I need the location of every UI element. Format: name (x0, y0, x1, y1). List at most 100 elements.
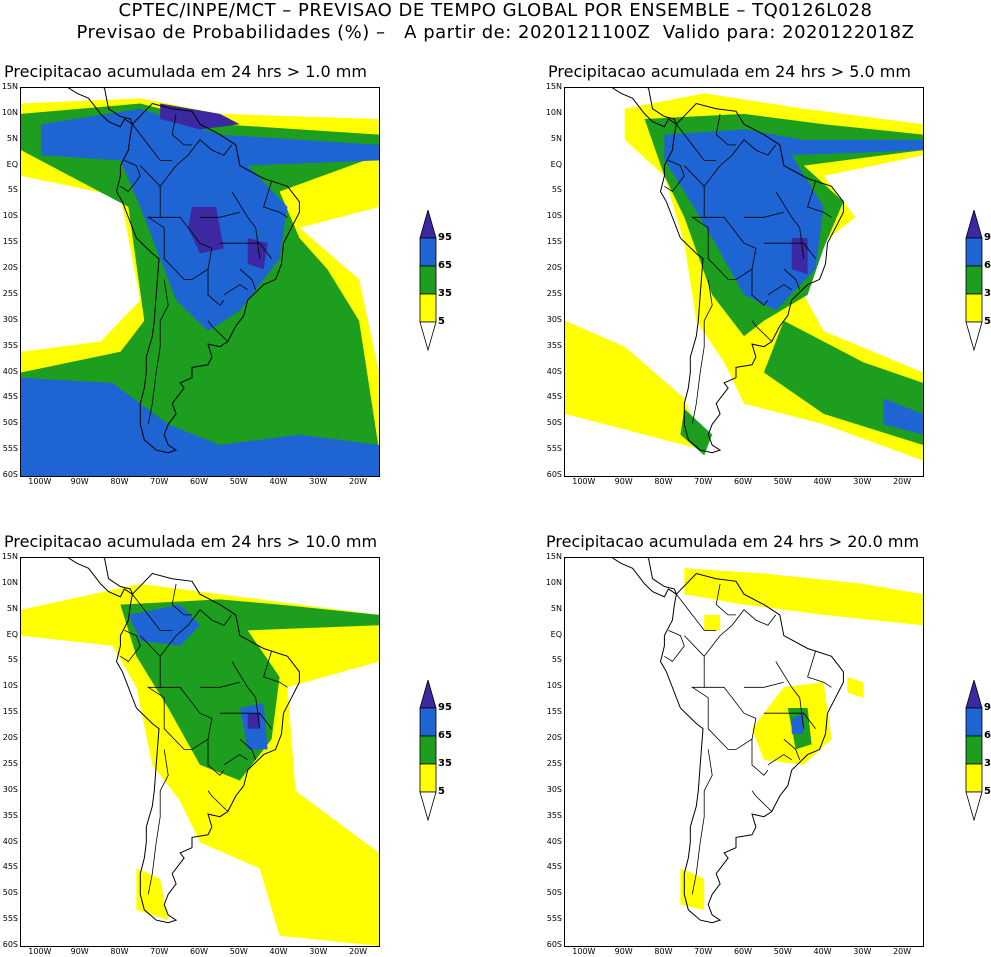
country-border (132, 123, 173, 161)
country-border (767, 284, 792, 296)
probability-area-yellow (684, 568, 923, 626)
country-border (200, 211, 240, 218)
probability-area-dark-blue (247, 713, 260, 729)
longitude-label: 30W (309, 947, 328, 956)
legend-label: 95 (984, 232, 991, 243)
country-border (207, 320, 229, 342)
panel-title: Precipitacao acumulada em 24 hrs > 1.0 m… (4, 62, 367, 81)
country-border (159, 609, 233, 657)
latitude-label: 55S (2, 914, 18, 924)
longitude-label: 100W (572, 477, 596, 486)
country-border (223, 284, 248, 296)
country-border (783, 738, 801, 760)
probability-map (20, 87, 380, 477)
country-border (691, 749, 713, 895)
latitude-label: 20S (2, 733, 18, 743)
legend-swatch (419, 735, 437, 765)
longitude-label: 60W (733, 477, 753, 486)
legend-swatch (419, 763, 437, 793)
legend-swatch (965, 791, 983, 822)
country-border (807, 180, 832, 218)
legend-swatch (419, 265, 437, 295)
longitude-label: 80W (110, 477, 129, 486)
legend-label: 5 (984, 316, 991, 327)
longitude-label: 50W (229, 477, 248, 486)
panel-title: Precipitacao acumulada em 24 hrs > 20.0 … (546, 532, 920, 551)
latitude-label: 20S (546, 263, 562, 273)
latitude-label: 40S (546, 836, 562, 846)
latitude-label: 25S (546, 288, 562, 298)
country-border (207, 269, 225, 306)
legend-swatch (965, 707, 983, 737)
longitude-label: 100W (572, 947, 596, 956)
coastline-central-america (21, 558, 134, 598)
legend-swatch (419, 321, 437, 352)
country-border (807, 650, 832, 688)
legend-label: 65 (984, 730, 991, 741)
latitude-label: 30S (546, 314, 562, 324)
coastline-central-america (565, 88, 678, 128)
longitude-label: 20W (349, 947, 368, 956)
coastline-south-america (659, 572, 844, 924)
latitude-label: 45S (546, 392, 562, 402)
latitude-label: 10S (546, 681, 562, 691)
country-border (207, 739, 225, 776)
country-border (751, 739, 769, 776)
legend-colorbar (965, 208, 983, 352)
legend-label: 65 (438, 260, 452, 271)
main-subtitle: Previsao de Probabilidades (%) – A parti… (76, 22, 915, 43)
longitude-label: 20W (893, 477, 912, 486)
probability-area-blue (791, 713, 804, 734)
country-border (676, 593, 717, 631)
longitude-label: 20W (349, 477, 368, 486)
legend-swatch (965, 321, 983, 352)
country-border (120, 160, 141, 193)
legend-label: 65 (438, 730, 452, 741)
coastline-south-america (659, 102, 844, 454)
latitude-label: 5N (6, 133, 18, 143)
country-border (767, 754, 792, 766)
longitude-label: 50W (229, 947, 248, 956)
color-legend: 95 65 35 5 (964, 678, 991, 825)
latitude-label: EQ (6, 629, 18, 639)
legend-label: 95 (438, 232, 452, 243)
country-border (239, 738, 257, 760)
country-border (763, 242, 816, 259)
legend-colorbar (419, 208, 437, 352)
color-legend: 95 65 35 5 (964, 208, 991, 355)
coastline-south-america (115, 572, 300, 924)
probability-area-yellow (565, 320, 705, 451)
legend-label: 35 (984, 758, 991, 769)
legend-label: 35 (438, 288, 452, 299)
panel-title: Precipitacao acumulada em 24 hrs > 10.0 … (4, 532, 378, 551)
latitude-label: 10N (545, 577, 562, 587)
country-border (684, 165, 709, 259)
latitude-label: 35S (2, 340, 18, 350)
probability-area-yellow (21, 583, 379, 946)
latitude-label: 10N (1, 577, 18, 587)
latitude-label: 50S (546, 888, 562, 898)
latitude-label: 40S (2, 366, 18, 376)
probability-area-yellow (847, 677, 864, 698)
probability-area-yellow (704, 614, 721, 631)
country-border (751, 790, 773, 812)
latitude-label: 20S (546, 733, 562, 743)
longitude-label: 60W (733, 947, 753, 956)
latitude-label: 35S (2, 810, 18, 820)
probability-area-blue (21, 377, 379, 476)
longitude-label: 40W (269, 477, 288, 486)
coastline-south-america (115, 102, 300, 454)
longitude-label: 80W (110, 947, 129, 956)
probability-map (564, 87, 924, 477)
latitude-label: 5N (6, 603, 18, 613)
country-border (664, 160, 685, 193)
legend-swatch (419, 791, 437, 822)
longitude-label: 30W (853, 477, 872, 486)
probability-area-dark-blue (188, 207, 224, 254)
latitude-label: 5S (7, 655, 18, 665)
country-border (783, 268, 801, 290)
legend-swatch (419, 208, 437, 239)
country-border (147, 279, 169, 425)
longitude-label: 80W (654, 477, 673, 486)
country-border (219, 712, 272, 729)
